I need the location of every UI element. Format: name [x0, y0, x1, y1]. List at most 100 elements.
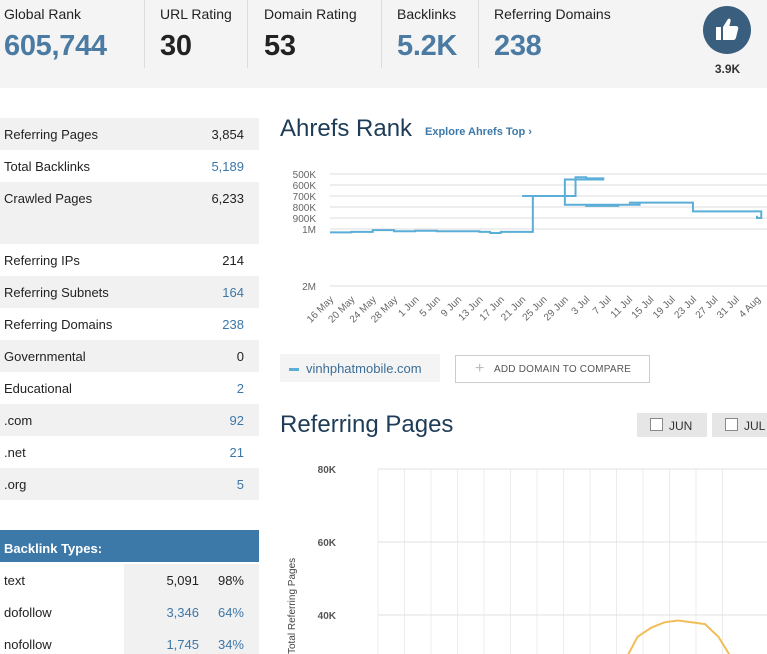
row-percent: 34%: [217, 637, 244, 652]
row-key: Referring IPs: [4, 253, 80, 268]
add-domain-compare-button[interactable]: + ADD DOMAIN TO COMPARE: [455, 355, 650, 383]
row-key: .net: [4, 445, 26, 460]
stat-domain-rating: Domain Rating 53: [248, 0, 382, 68]
table-row[interactable]: dofollow 3,346 64%: [0, 596, 259, 628]
row-count-link[interactable]: 1,745: [166, 637, 199, 652]
series-line: [330, 176, 763, 234]
x-tick-label: 3 Jul: [570, 294, 593, 317]
y-tick-label: 800K: [293, 203, 317, 214]
y-tick-label: 60K: [318, 538, 337, 549]
row-key: text: [4, 573, 25, 588]
stat-label: Domain Rating: [264, 6, 357, 22]
row-cell: 1,745 34%: [124, 628, 259, 654]
stat-label: Global Rank: [4, 6, 82, 22]
stat-label: URL Rating: [160, 6, 232, 22]
table-row[interactable]: Referring Domains 238: [0, 308, 259, 340]
table-row[interactable]: Referring Subnets 164: [0, 276, 259, 308]
x-tick-label: 23 Jul: [672, 294, 699, 321]
table-row[interactable]: nofollow 1,745 34%: [0, 628, 259, 654]
row-key: Referring Domains: [4, 317, 113, 332]
row-value-link[interactable]: 238: [222, 317, 244, 332]
y-tick-label: 600K: [293, 181, 317, 192]
legend-domain: vinhphatmobile.com: [306, 361, 422, 376]
table-row[interactable]: Total Backlinks 5,189: [0, 150, 259, 182]
stat-global-rank: Global Rank 605,744: [0, 0, 145, 68]
y-tick-label: 2M: [302, 282, 316, 293]
metrics-table: Referring Pages 3,854 Total Backlinks 5,18…: [0, 118, 259, 500]
row-value: 0: [236, 349, 244, 364]
table-row[interactable]: .net 21: [0, 436, 259, 468]
row-value: 214: [222, 253, 244, 268]
legend-domain-chip[interactable]: vinhphatmobile.com: [280, 354, 440, 382]
table-row: Governmental 0: [0, 340, 259, 372]
row-value-link[interactable]: 2: [236, 381, 244, 396]
table-row[interactable]: Educational 2: [0, 372, 259, 404]
row-key: Educational: [4, 381, 72, 396]
row-value-link[interactable]: 5: [236, 477, 244, 492]
referring-pages-chart: 80K 60K 40K Total Referring Pages: [287, 465, 767, 654]
row-key: Crawled Pages: [4, 191, 93, 206]
month-toggle-jul[interactable]: JUL: [712, 413, 767, 437]
x-tick-label: 5 Jun: [418, 294, 443, 319]
referring-pages-title: Referring Pages: [280, 411, 454, 438]
stat-url-rating: URL Rating 30: [145, 0, 248, 68]
row-value-link[interactable]: 92: [229, 413, 244, 428]
like-button[interactable]: [703, 6, 751, 54]
y-tick-label: 80K: [318, 465, 337, 476]
row-value: 3,854: [211, 127, 244, 142]
x-tick-label: 1 Jun: [396, 294, 421, 319]
y-tick-label: 40K: [318, 611, 337, 622]
month-toggle-jun[interactable]: JUN: [637, 413, 707, 437]
month-label: JUN: [669, 419, 693, 433]
x-tick-label: 27 Jul: [694, 294, 721, 321]
row-value-link[interactable]: 21: [229, 445, 244, 460]
row-key: .org: [4, 477, 27, 492]
stat-value: 53: [264, 30, 296, 62]
row-value-link[interactable]: 5,189: [211, 159, 244, 174]
table-row: text 5,091 98%: [0, 564, 259, 596]
explore-ahrefs-top-link[interactable]: Explore Ahrefs Top ›: [425, 126, 532, 138]
table-row[interactable]: .com 92: [0, 404, 259, 436]
like-count: 3.9K: [714, 62, 741, 76]
y-tick-label: 1M: [302, 225, 316, 236]
table-row: Referring IPs 214: [0, 244, 259, 276]
stat-value: 238: [494, 30, 542, 62]
stat-label: Backlinks: [397, 6, 457, 22]
y-tick-label: 900K: [293, 214, 317, 225]
stat-value: 30: [160, 30, 192, 62]
row-cell: 5,091 98%: [124, 564, 259, 596]
checkbox-icon: [650, 418, 663, 431]
x-tick-label: 31 Jul: [715, 294, 742, 321]
y-axis-label: Total Referring Pages: [287, 558, 298, 654]
x-tick-label: 15 Jul: [630, 294, 657, 321]
stats-bar: Global Rank 605,744 URL Rating 30 Domain…: [0, 0, 767, 88]
row-key: Referring Pages: [4, 127, 98, 142]
row-value-link[interactable]: 164: [222, 285, 244, 300]
x-tick-label: 19 Jul: [651, 294, 678, 321]
ahrefs-rank-title: Ahrefs Rank: [280, 115, 413, 142]
x-tick-label: 11 Jul: [609, 294, 635, 320]
row-count: 5,091: [166, 573, 199, 588]
stat-label: Referring Domains: [494, 6, 611, 22]
legend-swatch: [289, 368, 299, 371]
x-tick-label: 29 Jun: [542, 294, 571, 323]
row-cell: 3,346 64%: [124, 596, 259, 628]
compare-button-label: ADD DOMAIN TO COMPARE: [494, 364, 631, 375]
row-key: dofollow: [4, 605, 52, 620]
y-tick-label: 700K: [293, 192, 317, 203]
stat-backlinks: Backlinks 5.2K: [382, 0, 479, 68]
x-tick-label: 4 Aug: [737, 294, 763, 320]
series-line: [627, 619, 731, 654]
row-count-link[interactable]: 3,346: [166, 605, 199, 620]
backlink-types-header: Backlink Types:: [0, 530, 259, 562]
row-key: Governmental: [4, 349, 86, 364]
thumbs-up-icon: [716, 18, 739, 40]
table-row: Referring Pages 3,854: [0, 118, 259, 150]
table-spacer: [0, 214, 259, 244]
stat-value: 5.2K: [397, 30, 458, 62]
backlink-types-table: text 5,091 98% dofollow 3,346 64% nofoll…: [0, 564, 259, 654]
table-row[interactable]: .org 5: [0, 468, 259, 500]
month-label: JUL: [744, 419, 766, 433]
table-row: Crawled Pages 6,233: [0, 182, 259, 214]
